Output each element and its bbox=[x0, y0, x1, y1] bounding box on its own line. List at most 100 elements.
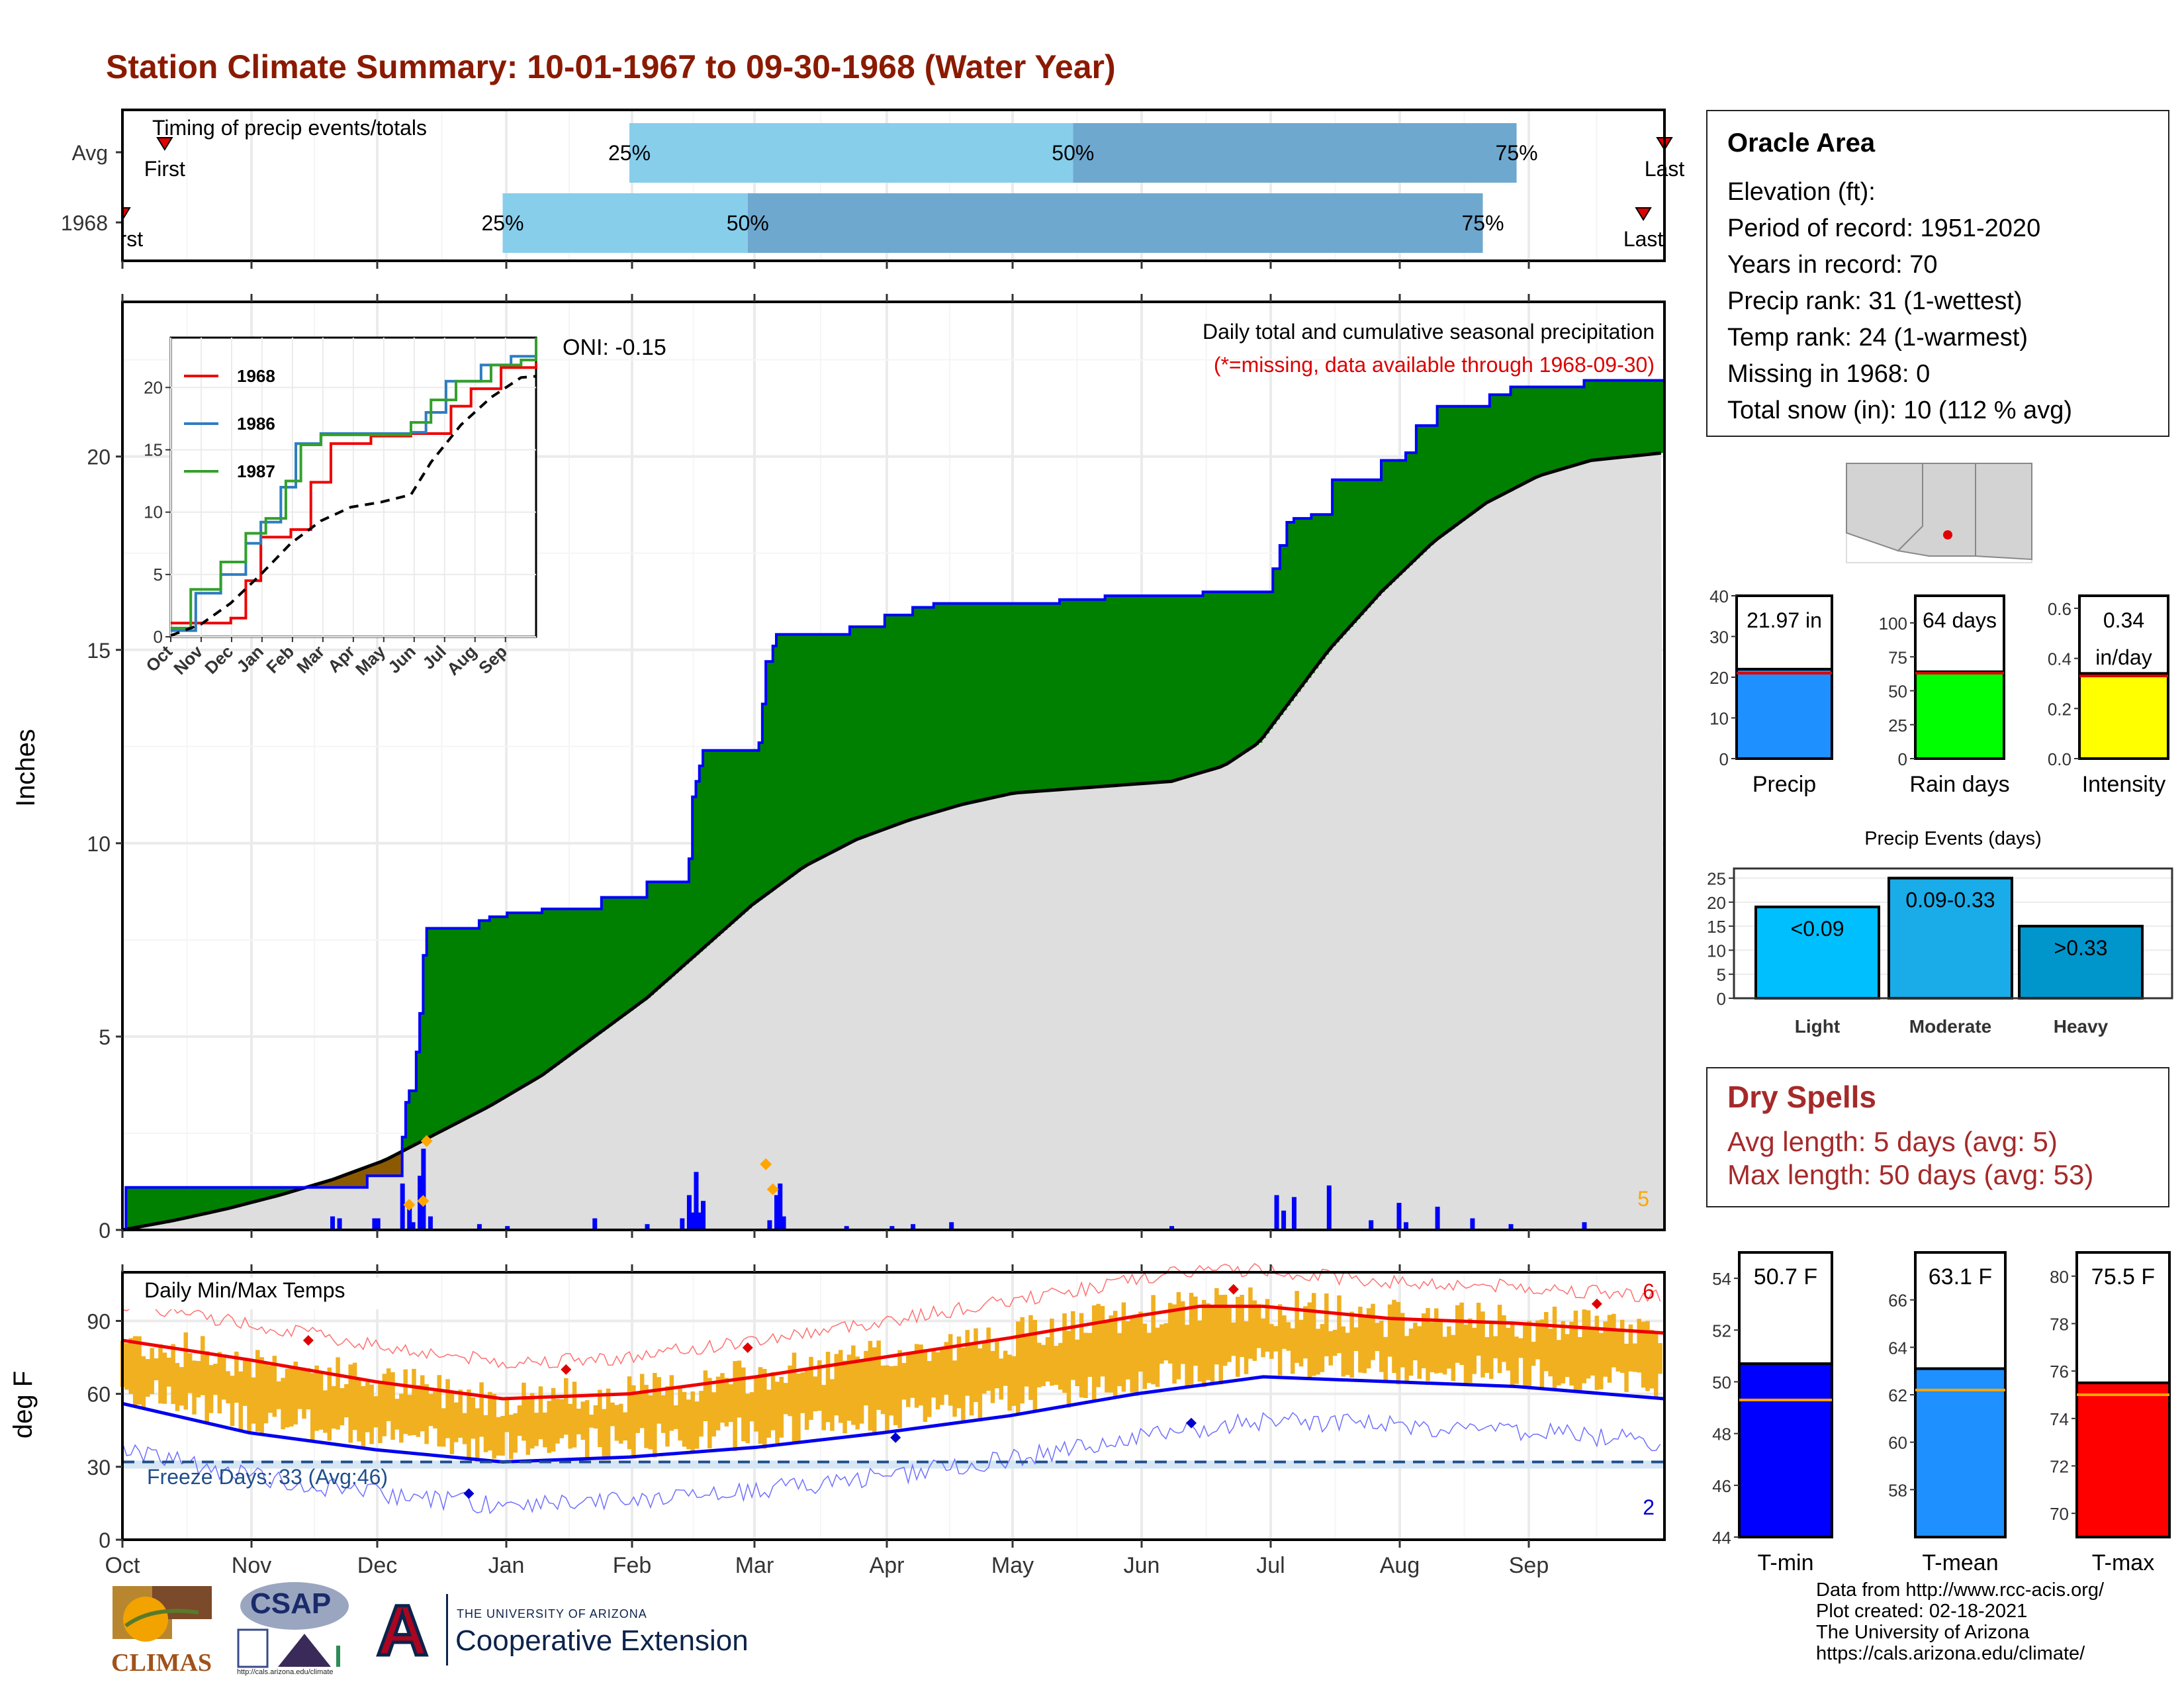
record-high-count: 6 bbox=[1643, 1280, 1655, 1303]
daily-precip-bar bbox=[421, 1149, 426, 1230]
precip-events-ytick-label: 5 bbox=[1717, 965, 1726, 985]
temp-panel-frame bbox=[121, 1271, 1666, 1541]
station-line: Years in record: 70 bbox=[1727, 251, 1938, 279]
daily-precip-bar bbox=[400, 1183, 405, 1230]
record-high-marker bbox=[561, 1364, 572, 1375]
month-label: Feb bbox=[613, 1553, 652, 1578]
ua-logo-graphic: A bbox=[375, 1589, 430, 1668]
avg-tmax-line bbox=[122, 1304, 1665, 1401]
mini-bar-value: 64 days bbox=[1923, 608, 1997, 632]
temp-bar-ytick-label: 44 bbox=[1712, 1528, 1731, 1548]
ua-extension-text: Cooperative Extension bbox=[455, 1624, 749, 1657]
mini-ytick-label: 0 bbox=[1719, 749, 1729, 769]
temp-bar-ytick-label: 70 bbox=[2050, 1504, 2069, 1524]
ua-logo: A bbox=[363, 1589, 442, 1668]
timing-p25: 25% bbox=[481, 211, 523, 235]
avg-tmin-line bbox=[122, 1375, 1665, 1464]
daily-precip-bar bbox=[767, 1220, 772, 1230]
station-details: Elevation (ft): Period of record: 1951-20… bbox=[1727, 174, 2148, 429]
precip-events-frame bbox=[1733, 867, 2173, 1000]
month-label: Dec bbox=[357, 1553, 397, 1578]
mini-bar-label: Intensity bbox=[2082, 772, 2166, 797]
csap-url: http://cals.arizona.edu/climate bbox=[237, 1668, 334, 1676]
temp-ylabel: deg F bbox=[9, 1371, 38, 1438]
record-low-line bbox=[122, 1411, 1661, 1515]
dry-spells-title: Dry Spells bbox=[1727, 1080, 1876, 1114]
precip-event-value: >0.33 bbox=[2054, 936, 2108, 960]
station-line: Missing in 1968: 0 bbox=[1727, 360, 1931, 388]
daily-temp-range bbox=[120, 1287, 1662, 1462]
inset-xtick-label: Jan bbox=[232, 641, 267, 677]
record-low-marker bbox=[463, 1488, 475, 1499]
ua-small-text: THE UNIVERSITY OF ARIZONA bbox=[457, 1607, 647, 1620]
record-precip-marker bbox=[760, 1158, 772, 1170]
dry-spells-max: Max length: 50 days (avg: 53) bbox=[1727, 1159, 2094, 1190]
temp-bar-remainder bbox=[1914, 1251, 2007, 1370]
inset-ytick-label: 5 bbox=[154, 565, 163, 585]
temp-bar-t-mean bbox=[1914, 1367, 2007, 1538]
daily-precip-bar bbox=[686, 1195, 692, 1230]
record-high-marker bbox=[1228, 1284, 1239, 1295]
mini-bar-label: Rain days bbox=[1909, 772, 2009, 797]
mini-ytick-label: 0.2 bbox=[2048, 699, 2071, 719]
mini-ytick-label: 0.6 bbox=[2048, 599, 2071, 619]
station-name: Oracle Area bbox=[1727, 128, 1876, 158]
temp-bar-t-max bbox=[2075, 1382, 2171, 1538]
temp-bar-ytick-label: 46 bbox=[1712, 1476, 1731, 1496]
daily-precip-bar bbox=[690, 1212, 696, 1230]
inset-legend-label: 1986 bbox=[237, 414, 275, 434]
precip-event-label: Light bbox=[1795, 1016, 1840, 1037]
temp-ytick-label: 90 bbox=[87, 1309, 111, 1333]
daily-precip-bar bbox=[1435, 1206, 1440, 1230]
temp-bar-ytick-label: 74 bbox=[2050, 1409, 2069, 1429]
month-label: Jul bbox=[1256, 1553, 1285, 1578]
month-label: May bbox=[991, 1553, 1034, 1578]
footer-line: Plot created: 02-18-2021 bbox=[1816, 1601, 2028, 1622]
daily-precip-bar bbox=[505, 1226, 510, 1230]
mini-ytick-label: 0 bbox=[1898, 749, 1907, 769]
precip-panel-frame bbox=[121, 301, 1666, 1231]
climas-logo-graphic bbox=[113, 1586, 212, 1642]
timing-p50: 50% bbox=[1052, 141, 1094, 165]
daily-precip-bar bbox=[774, 1195, 780, 1230]
inset-ytick-label: 15 bbox=[144, 440, 163, 460]
mini-ytick-label: 0.4 bbox=[2048, 649, 2071, 669]
daily-precip-bar bbox=[1169, 1226, 1175, 1230]
daily-precip-bar bbox=[844, 1226, 849, 1230]
record-high-marker bbox=[1591, 1298, 1602, 1309]
temp-bar-ytick-label: 80 bbox=[2050, 1267, 2069, 1287]
record-precip-marker bbox=[417, 1195, 430, 1207]
csap-logo-graphic bbox=[237, 1582, 349, 1668]
inset-series-line bbox=[171, 362, 537, 625]
mini-bar-value: in/day bbox=[2095, 645, 2152, 669]
month-label: Jan bbox=[488, 1553, 525, 1578]
precip-ytick-label: 20 bbox=[87, 445, 111, 469]
station-location-dot bbox=[1943, 530, 1952, 539]
timing-p50: 50% bbox=[727, 211, 769, 235]
climas-logo: CLIMAS bbox=[106, 1579, 218, 1679]
inset-xtick-label: Feb bbox=[262, 641, 298, 677]
csap-wordmark: CSAP bbox=[250, 1587, 332, 1620]
inset-xtick-label: Jun bbox=[384, 641, 420, 677]
timing-p25: 25% bbox=[608, 141, 651, 165]
csap-mountain bbox=[278, 1634, 331, 1667]
mini-bar-value: 0.34 bbox=[2103, 608, 2144, 632]
mini-ytick-label: 100 bbox=[1879, 614, 1907, 633]
dry-spells-avg: Avg length: 5 days (avg: 5) bbox=[1727, 1126, 2058, 1157]
daily-precip-bar bbox=[592, 1218, 598, 1230]
oni-label: ONI: -0.15 bbox=[563, 335, 666, 360]
daily-precip-bar bbox=[1274, 1195, 1279, 1230]
mini-bar-label: Precip bbox=[1752, 772, 1816, 797]
precip-event-value: <0.09 bbox=[1791, 917, 1844, 941]
record-high-marker bbox=[302, 1335, 314, 1346]
daily-precip-bar bbox=[694, 1172, 699, 1230]
timing-p75: 75% bbox=[1461, 211, 1504, 235]
inset-legend-label: 1968 bbox=[237, 366, 275, 386]
ua-block-a: A bbox=[377, 1590, 428, 1668]
daily-precip-bar bbox=[337, 1218, 342, 1230]
daily-precip-bar bbox=[1396, 1203, 1402, 1230]
location-map bbox=[1846, 463, 2032, 563]
page-title: Station Climate Summary: 10-01-1967 to 0… bbox=[106, 48, 1116, 85]
timing-left-mask bbox=[0, 103, 121, 267]
